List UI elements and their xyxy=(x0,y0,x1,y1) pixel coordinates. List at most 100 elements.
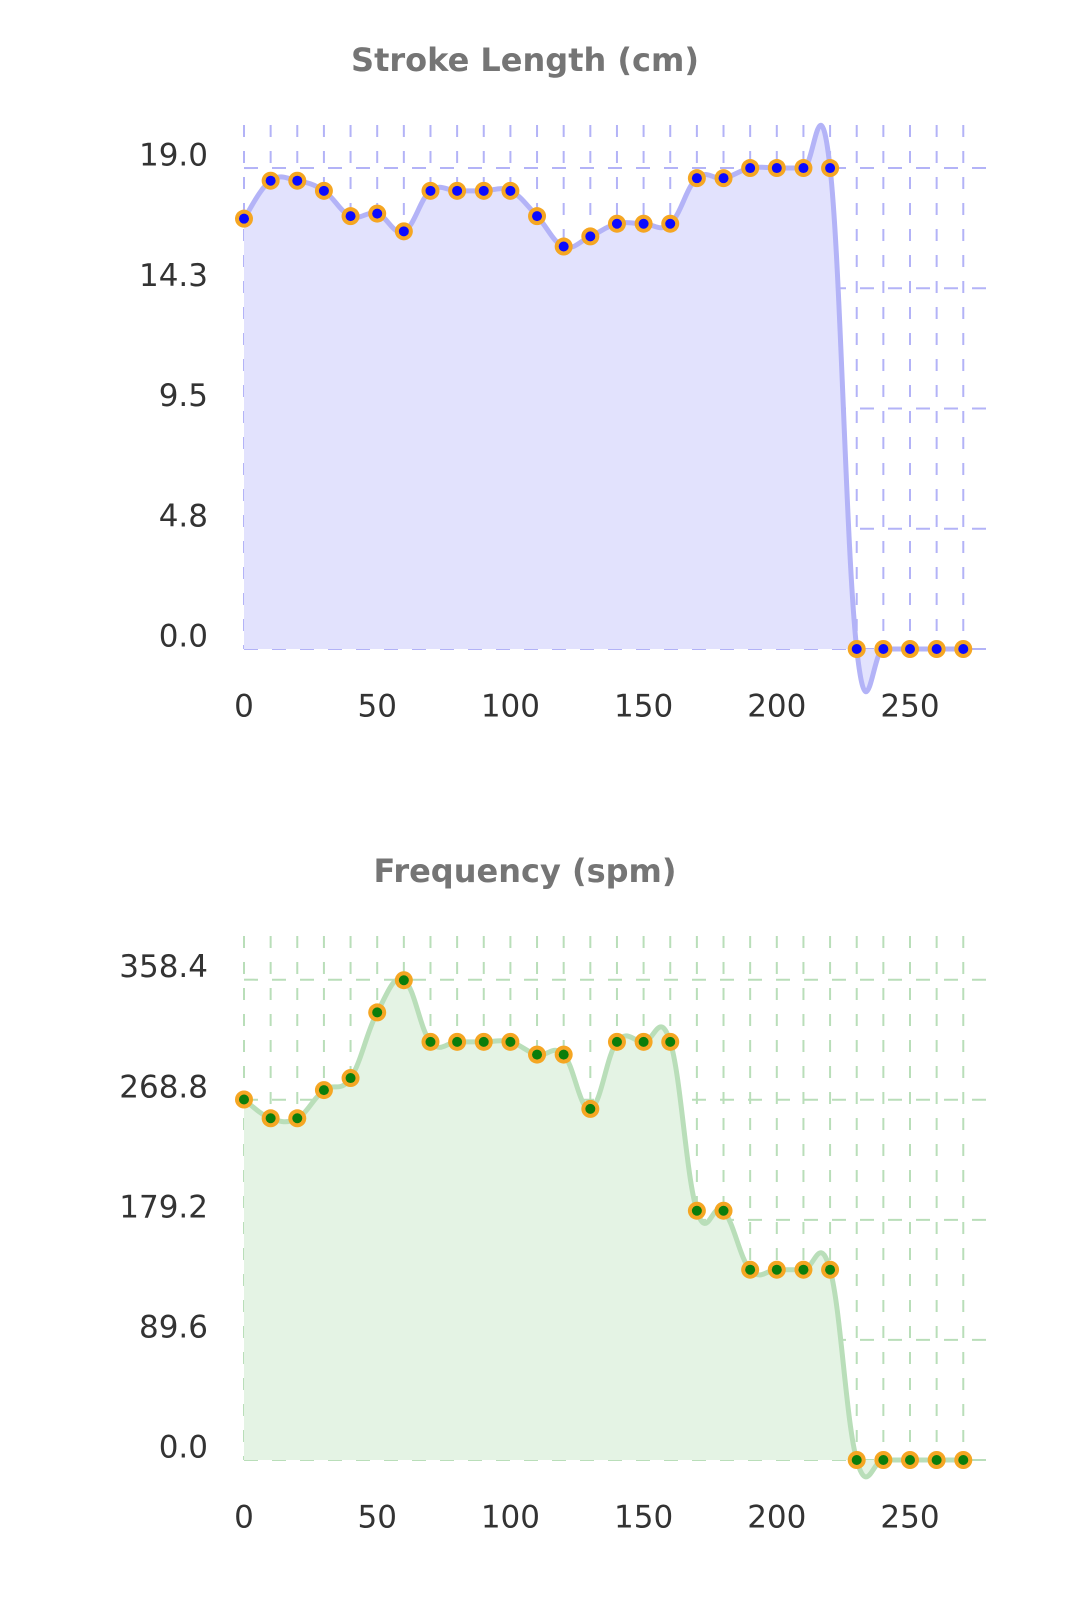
point-center xyxy=(345,1073,356,1084)
point-center xyxy=(345,211,356,222)
x-tick-label: 200 xyxy=(747,689,806,725)
point xyxy=(927,640,946,658)
chart: Frequency (spm) 0.0 89.6 179.2 268.8 358.4 0 50… xyxy=(119,852,990,1536)
point-center xyxy=(691,1205,702,1216)
point xyxy=(634,214,653,233)
y-tick-label: 179.2 xyxy=(119,1189,208,1225)
point-center xyxy=(318,1085,329,1096)
point-center xyxy=(825,163,836,174)
point xyxy=(341,1069,360,1088)
point-center xyxy=(931,644,942,654)
point xyxy=(954,1451,973,1469)
x-tick-label: 150 xyxy=(614,1500,673,1536)
point-center xyxy=(665,1036,676,1047)
y-tick-label: 268.8 xyxy=(119,1069,208,1105)
point-center xyxy=(851,1455,862,1465)
y-tick-label: 19.0 xyxy=(139,138,208,174)
point-center xyxy=(718,1205,729,1216)
point xyxy=(288,1109,307,1128)
point-center xyxy=(505,185,516,196)
point-center xyxy=(425,1036,436,1047)
x-tick-label: 0 xyxy=(234,689,254,725)
point xyxy=(581,227,600,246)
point xyxy=(954,640,973,658)
point xyxy=(235,209,253,228)
point xyxy=(607,1032,626,1051)
chart-title: Frequency (spm) xyxy=(374,852,677,890)
point xyxy=(847,640,866,658)
point-center xyxy=(239,213,249,224)
point-center xyxy=(611,218,622,229)
point-center xyxy=(745,1264,756,1275)
point-center xyxy=(239,1094,249,1105)
point xyxy=(794,1260,813,1279)
point-center xyxy=(905,644,915,654)
point-center xyxy=(425,185,436,196)
point xyxy=(554,237,573,256)
point xyxy=(235,1090,253,1109)
point-center xyxy=(665,218,676,229)
y-tick-label: 9.5 xyxy=(159,378,208,414)
x-tick-label: 250 xyxy=(880,689,939,725)
point xyxy=(687,169,706,188)
x-tick-label: 250 xyxy=(880,1500,939,1536)
point-center xyxy=(878,1455,889,1465)
x-tick-label: 100 xyxy=(481,689,540,725)
point xyxy=(714,169,733,188)
point-center xyxy=(532,1049,543,1060)
point xyxy=(901,1451,919,1469)
point-center xyxy=(452,185,463,196)
point xyxy=(528,207,547,226)
point-center xyxy=(452,1036,463,1047)
point xyxy=(448,181,467,200)
point xyxy=(847,1451,866,1469)
point xyxy=(741,159,760,178)
point xyxy=(687,1201,706,1220)
point xyxy=(368,1003,387,1022)
point xyxy=(474,181,493,200)
point-center xyxy=(398,226,409,237)
point xyxy=(421,181,440,200)
point xyxy=(394,222,413,241)
y-tick-label: 4.8 xyxy=(159,498,208,534)
point xyxy=(634,1032,653,1051)
point-center xyxy=(958,1455,969,1465)
y-tick-label: 14.3 xyxy=(139,258,208,294)
x-tick-label: 100 xyxy=(481,1500,540,1536)
area xyxy=(244,979,964,1477)
point xyxy=(368,204,387,223)
point xyxy=(901,640,919,658)
point xyxy=(821,159,840,178)
chart: Stroke Length (cm) 0.0 4.8 9.5 14.3 19.0 0 50 10… xyxy=(139,41,990,725)
point-center xyxy=(478,185,489,196)
point-center xyxy=(611,1036,622,1047)
point xyxy=(474,1032,493,1051)
point xyxy=(288,171,307,190)
point xyxy=(794,159,813,178)
area xyxy=(244,125,964,692)
y-tick-label: 358.4 xyxy=(119,949,208,985)
point xyxy=(661,1032,680,1051)
point xyxy=(714,1201,733,1220)
point-center xyxy=(265,175,276,186)
point xyxy=(394,971,413,990)
point xyxy=(501,181,520,200)
point-center xyxy=(318,185,329,196)
point xyxy=(767,1260,786,1279)
point xyxy=(528,1045,547,1064)
x-tick-label: 50 xyxy=(357,1500,396,1536)
y-tick-label: 0.0 xyxy=(159,619,208,655)
point-center xyxy=(638,218,649,229)
point-center xyxy=(691,173,702,184)
point xyxy=(927,1451,946,1469)
point-center xyxy=(265,1113,276,1124)
y-tick-label: 89.6 xyxy=(139,1309,208,1345)
point xyxy=(874,640,893,658)
point-center xyxy=(745,163,756,174)
point xyxy=(421,1032,440,1051)
point-center xyxy=(372,208,383,219)
point-center xyxy=(292,175,303,186)
point-center xyxy=(771,1264,782,1275)
point-center xyxy=(505,1036,516,1047)
